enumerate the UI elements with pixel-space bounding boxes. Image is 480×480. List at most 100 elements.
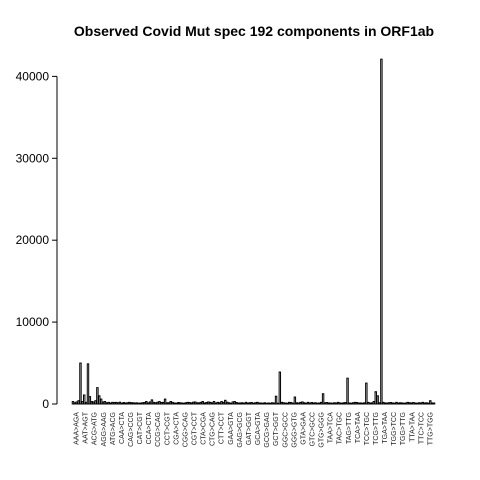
bar — [274, 395, 278, 405]
bar — [291, 402, 295, 405]
bar — [75, 401, 78, 405]
bar — [218, 402, 221, 405]
x-tick-label: GCA>GTA — [255, 412, 262, 445]
bar — [214, 402, 218, 405]
bar — [182, 402, 186, 405]
bar — [143, 402, 146, 405]
bar — [284, 402, 287, 405]
bar — [116, 402, 120, 405]
bar — [96, 387, 99, 405]
bar — [263, 402, 266, 405]
bar — [246, 402, 250, 405]
bar — [289, 402, 293, 405]
y-tick-label: 0 — [42, 397, 49, 411]
x-tick-label: GCT>GGT — [273, 411, 280, 446]
bar — [295, 402, 298, 405]
bar — [348, 402, 351, 405]
x-tick-label: CCT>CGT — [164, 411, 171, 445]
bar — [229, 402, 233, 405]
bar — [98, 395, 101, 405]
bar — [124, 402, 127, 405]
bar — [180, 402, 184, 405]
bar — [327, 402, 330, 405]
x-tick-label: TAC>TGC — [337, 412, 344, 444]
bar — [340, 402, 344, 405]
bar — [282, 402, 285, 405]
bar — [113, 402, 116, 405]
bar — [316, 402, 319, 405]
bar — [137, 402, 140, 405]
bar — [163, 398, 167, 405]
bar — [131, 402, 135, 405]
bar — [203, 402, 206, 405]
x-tick-label: TTA>TAA — [409, 412, 416, 442]
bar — [171, 401, 174, 405]
x-tick-label: GCG>GAG — [264, 412, 271, 448]
bar — [248, 402, 251, 405]
bar — [254, 402, 257, 405]
bar — [197, 402, 201, 405]
x-tick-label: ATG>ACG — [110, 412, 117, 445]
bar — [241, 402, 244, 405]
x-tick-label: GGG>GTG — [291, 412, 298, 448]
x-tick-label: CTG>CAG — [210, 412, 217, 446]
bar — [308, 402, 312, 405]
bar — [374, 391, 377, 405]
bar — [363, 402, 366, 405]
bar — [148, 401, 152, 405]
bar — [244, 401, 248, 405]
bar — [94, 400, 97, 405]
bar — [205, 402, 208, 405]
x-tick-label: CGT>CCT — [192, 411, 199, 445]
x-tick-label: GAG>GCG — [237, 412, 244, 448]
bar — [99, 398, 103, 405]
bar — [385, 402, 389, 405]
x-tick-label: ACG>ATG — [92, 412, 99, 445]
bar — [160, 402, 163, 405]
x-tick-label: CCA>CTA — [146, 412, 153, 445]
bar — [350, 402, 353, 405]
bar — [81, 401, 84, 405]
bar — [346, 377, 349, 405]
bar — [103, 401, 107, 405]
bar — [423, 402, 426, 405]
bar — [130, 402, 133, 405]
bar — [141, 402, 144, 405]
bar — [120, 402, 124, 405]
x-tick-label: TGG>TTG — [400, 412, 407, 445]
bar — [391, 402, 394, 405]
bar — [77, 400, 80, 405]
x-tick-label: TAG>TTG — [346, 412, 353, 444]
x-tick-label: CAT>CGT — [137, 411, 144, 444]
bar — [323, 402, 327, 405]
bar — [150, 399, 154, 405]
x-tick-label: GGC>GCC — [282, 412, 289, 448]
bar — [393, 402, 396, 405]
bar — [359, 402, 362, 405]
bar — [367, 401, 370, 405]
x-tick-label: GTC>GCC — [309, 412, 316, 446]
bar — [139, 402, 142, 405]
bar — [173, 402, 176, 405]
bar — [351, 402, 355, 405]
bar — [73, 402, 77, 405]
bar — [135, 402, 139, 405]
bar — [383, 402, 387, 405]
bar — [276, 402, 280, 405]
x-tick-label: CTA>CGA — [201, 412, 208, 445]
chart-title: Observed Covid Mut spec 192 components i… — [74, 23, 434, 39]
bar — [406, 401, 409, 405]
bar — [425, 402, 428, 405]
bar — [271, 402, 274, 405]
bar — [256, 401, 259, 405]
bar — [321, 393, 325, 405]
bar — [169, 401, 172, 405]
bar — [250, 402, 253, 405]
bar — [71, 401, 75, 405]
bar — [227, 402, 231, 405]
bar — [118, 401, 122, 405]
bar — [231, 401, 235, 405]
bar — [128, 401, 131, 405]
bar — [404, 402, 408, 405]
